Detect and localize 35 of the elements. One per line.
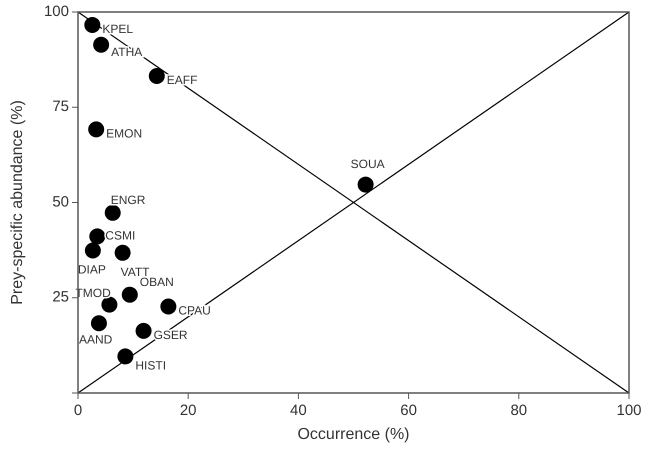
point xyxy=(90,315,107,332)
point xyxy=(117,348,134,364)
point xyxy=(84,16,100,33)
point xyxy=(358,176,374,193)
point xyxy=(114,244,131,261)
x-tick-label: 60 xyxy=(400,402,417,419)
y-tick-label: 100 xyxy=(44,2,69,20)
point xyxy=(93,36,110,53)
x-tick-label: 20 xyxy=(180,402,197,419)
y-tick-label: 25 xyxy=(52,288,69,306)
y-axis-title: Prey-specific abundance (%) xyxy=(9,100,26,305)
point xyxy=(148,68,165,84)
point xyxy=(88,121,104,138)
series-label: EMON xyxy=(106,126,142,141)
series-label: SOUA xyxy=(350,156,385,171)
series-label: CSMI xyxy=(105,228,136,243)
point xyxy=(101,296,118,313)
series-label: ENGR xyxy=(110,192,146,207)
x-axis-title: Occurrence (%) xyxy=(297,426,410,443)
series-label: KPEL xyxy=(102,22,134,36)
series-label: HISTI xyxy=(135,358,166,373)
point xyxy=(160,298,176,315)
point xyxy=(104,204,121,221)
x-tick-label: 80 xyxy=(510,402,528,419)
x-tick-label: 0 xyxy=(74,402,82,419)
series-label: AAND xyxy=(78,332,113,346)
point xyxy=(89,228,106,244)
point xyxy=(84,242,101,259)
series-label: DIAP xyxy=(78,262,106,277)
y-tick-label: 50 xyxy=(52,193,69,210)
x-tick-label: 100 xyxy=(616,402,642,419)
y-tick-label: 75 xyxy=(52,98,69,116)
point xyxy=(136,322,152,339)
x-tick-label: 40 xyxy=(290,402,307,419)
point xyxy=(122,286,138,303)
